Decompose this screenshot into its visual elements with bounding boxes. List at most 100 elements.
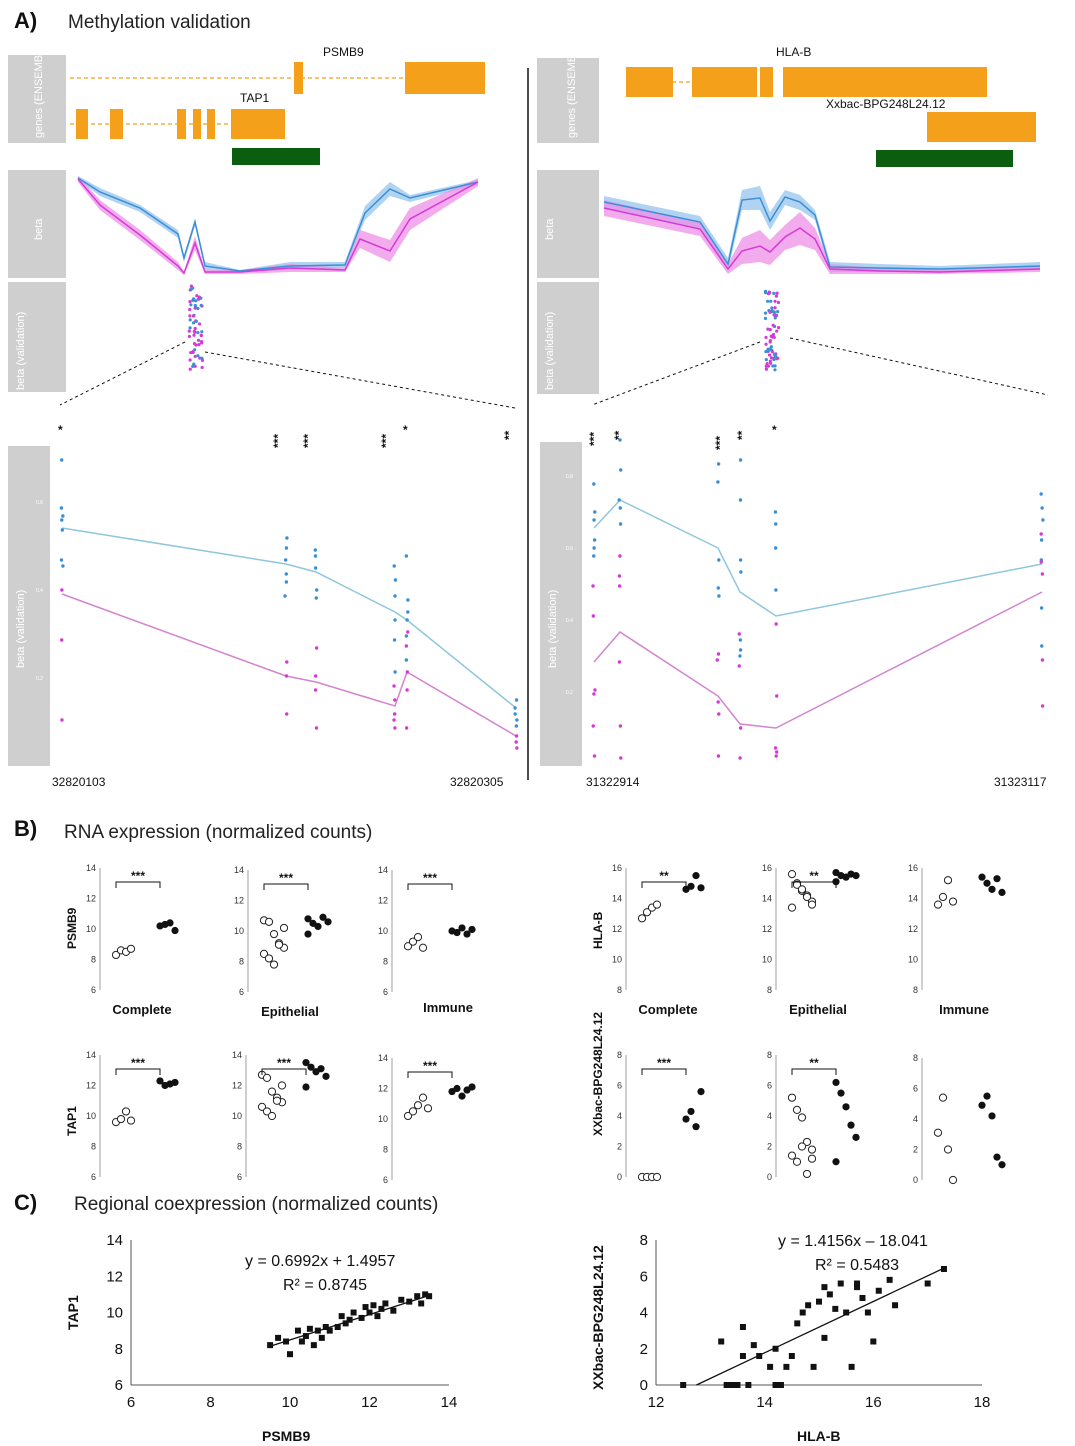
validation-point [192, 333, 196, 337]
y-tick: 8 [617, 1050, 622, 1060]
data-point-open [807, 900, 817, 909]
significance-bracket [791, 1068, 837, 1075]
zoom-point [592, 482, 596, 486]
tap1-exon [231, 109, 285, 139]
zoom-point [619, 756, 623, 760]
zoom-point [618, 438, 622, 442]
zoom-point [61, 514, 65, 518]
group-label: Complete [112, 1002, 171, 1017]
validation-point [776, 326, 781, 330]
data-point-filled [697, 1088, 705, 1096]
zoom-point [392, 638, 397, 642]
validated-region [232, 148, 320, 165]
sig-star: ** [612, 430, 626, 440]
sig-star: *** [423, 871, 437, 885]
y-tick: 2 [617, 1142, 622, 1152]
sig-star: *** [657, 1056, 671, 1070]
data-point-open [787, 1151, 797, 1160]
zoom-line [789, 337, 1049, 396]
data-point-open [423, 1104, 433, 1113]
zoom-point [392, 712, 397, 716]
zoom-point [592, 538, 597, 542]
y-tick: 6 [239, 987, 244, 997]
panel-b-title: RNA expression (normalized counts) [64, 822, 372, 843]
data-point [772, 1382, 779, 1388]
y-tick: 12 [612, 924, 622, 934]
validation-point [188, 367, 192, 371]
zoom-point [283, 594, 287, 598]
sig-star: *** [423, 1059, 437, 1073]
data-point [334, 1324, 341, 1330]
validation-point [199, 333, 203, 337]
validation-point [200, 365, 204, 370]
rna-dot-plot: 8 6 4 2 0 [913, 1053, 1006, 1185]
data-point [374, 1313, 381, 1320]
zoom-point [1039, 538, 1044, 542]
zoom-track-label: beta (validation) [547, 590, 559, 668]
panel-c-letter: C) [14, 1190, 37, 1215]
data-point-filled [304, 915, 312, 923]
zoom-point [737, 664, 741, 668]
tap1-exon [193, 109, 201, 139]
data-point-filled [988, 885, 996, 893]
zoom-point [618, 724, 623, 728]
r-squared: R² = 0.8745 [283, 1277, 367, 1294]
y-tick: 10 [378, 926, 388, 936]
zoom-point [284, 558, 288, 562]
group-label: Epithelial [261, 1004, 319, 1019]
data-point [275, 1334, 282, 1341]
validation-point [189, 303, 193, 307]
zoom-point [314, 588, 319, 592]
validation-point [200, 341, 204, 345]
y-tick: 4 [617, 1111, 622, 1121]
zoom-point [314, 596, 318, 600]
validation-point [772, 357, 776, 362]
zoom-point [514, 698, 519, 702]
zoom-point [514, 724, 519, 728]
zoom-point [774, 622, 778, 626]
rna-dot-plot: 16 14 12 10 8 Immune [908, 863, 1006, 1017]
beta-magenta-line [77, 178, 479, 275]
zoom-line [59, 341, 186, 406]
zoom-point [393, 698, 397, 702]
beta-track-label: beta [33, 218, 45, 240]
zoom-point [738, 726, 743, 730]
validation-point [191, 350, 195, 355]
validation-point [188, 326, 192, 330]
r-squared: R² = 0.5483 [815, 1257, 899, 1274]
y-tick: 6 [383, 987, 388, 997]
significance-bracket [263, 883, 309, 890]
zoom-point [593, 510, 597, 514]
regression-equation: y = 0.6992x + 1.4957 [245, 1253, 395, 1270]
validation-point [764, 357, 768, 362]
significance-bracket [641, 881, 687, 888]
zoom-point [392, 564, 396, 568]
data-point-open [413, 933, 423, 942]
data-point [854, 1280, 861, 1287]
validation-point [187, 334, 192, 339]
validation-dots [763, 289, 781, 372]
data-point-open [948, 897, 958, 906]
validation-point [772, 313, 776, 317]
y-tick: 10 [908, 955, 918, 965]
zoom-line [591, 341, 761, 406]
data-point [750, 1342, 757, 1349]
sig-star: ** [735, 430, 749, 440]
zoom-point [716, 586, 720, 590]
y-tick: 12 [378, 1084, 388, 1094]
data-point-open [277, 1081, 287, 1090]
data-point-filled [697, 884, 705, 892]
y-tick: 16 [612, 863, 622, 873]
zoom-point [406, 610, 410, 614]
validation-point [773, 306, 777, 310]
data-point-open [938, 892, 948, 902]
y-tick: 10 [232, 1111, 242, 1121]
data-point [267, 1342, 274, 1349]
data-point-open [652, 900, 662, 909]
sig-star: *** [379, 434, 393, 448]
data-point-open [652, 1172, 662, 1182]
validation-point [763, 311, 768, 315]
data-point [777, 1382, 784, 1388]
validation-point [189, 351, 193, 355]
zoom-point [1039, 606, 1044, 610]
